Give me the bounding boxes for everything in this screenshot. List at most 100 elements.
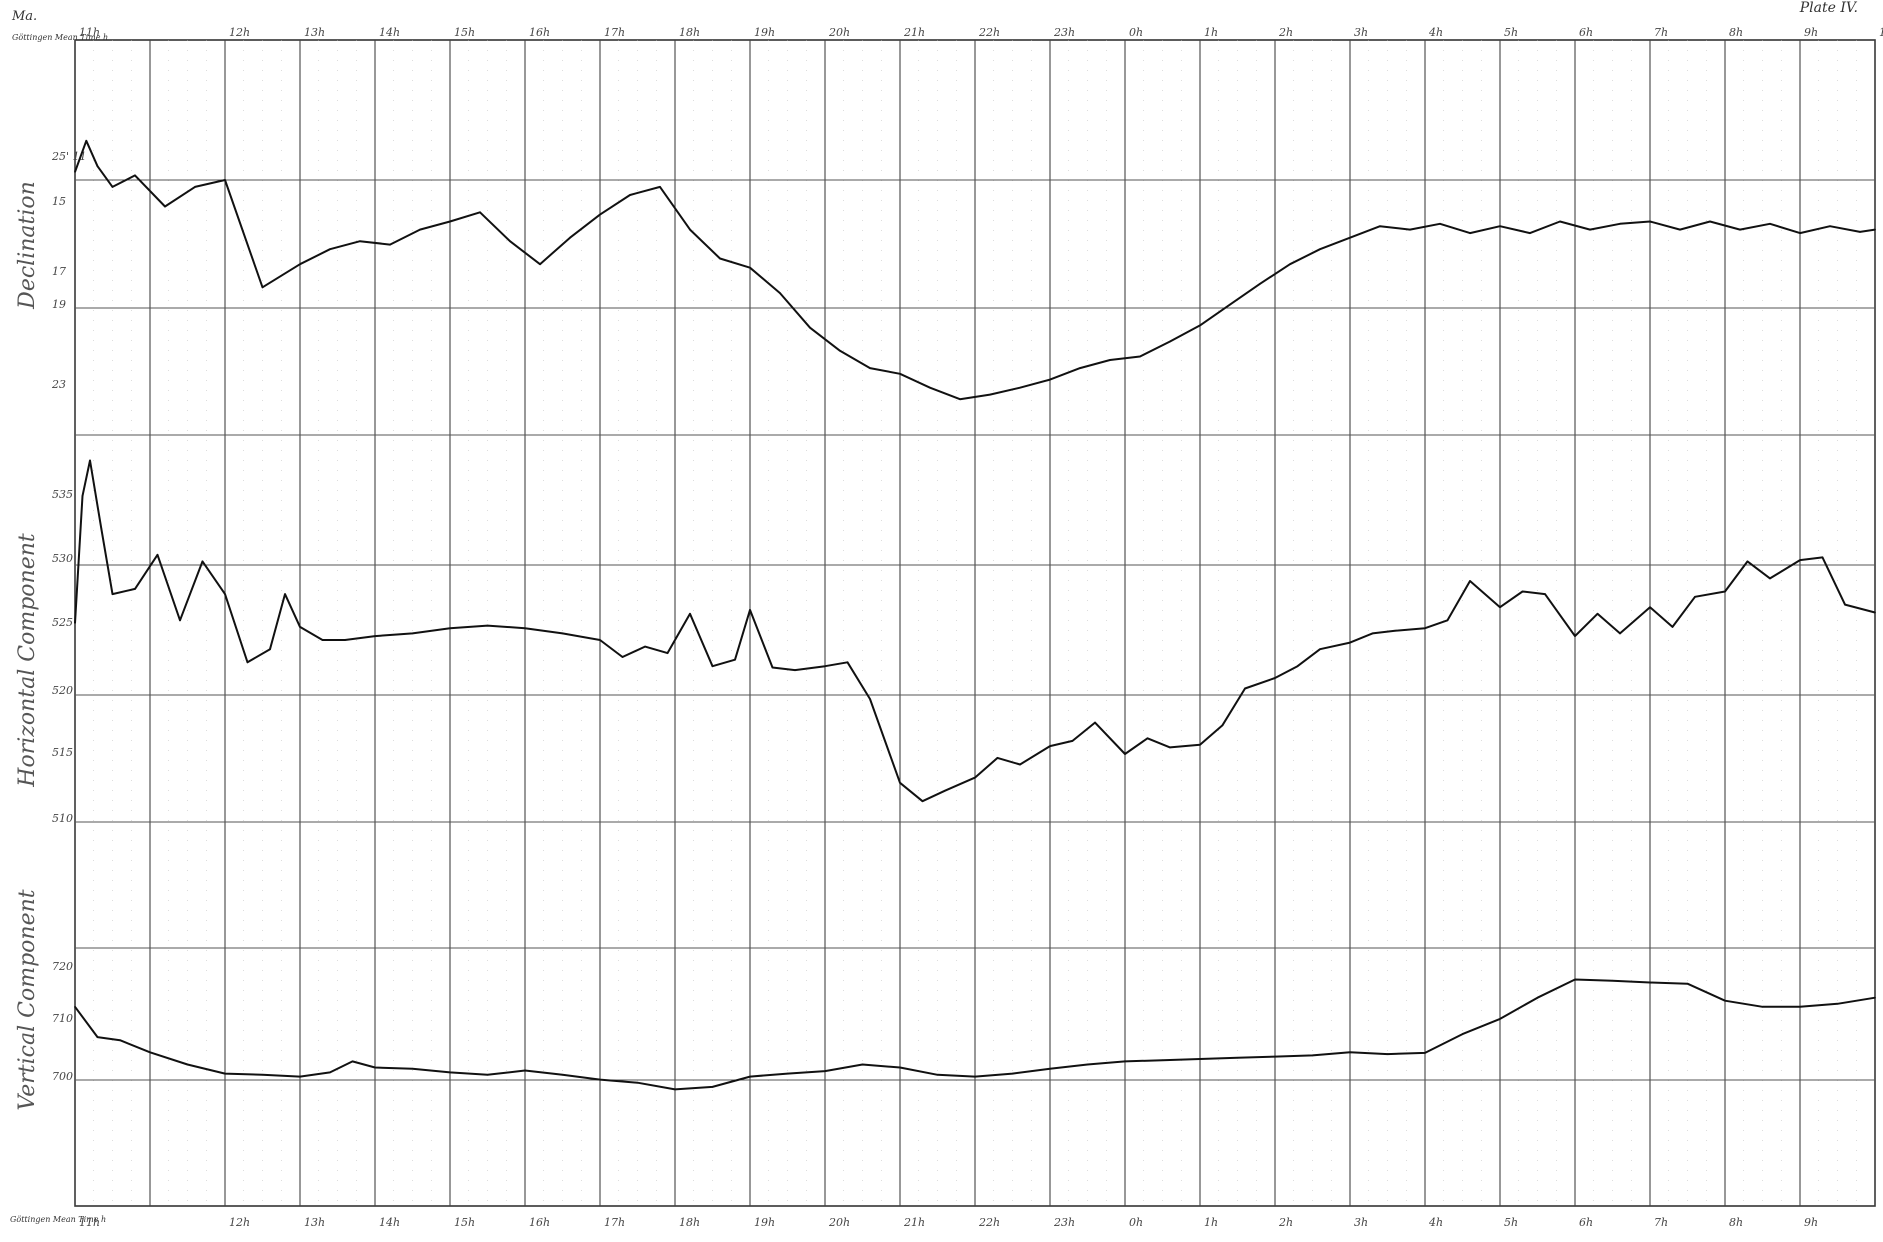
data-point bbox=[1019, 763, 1021, 766]
data-point bbox=[1244, 687, 1246, 690]
data-point bbox=[100, 527, 103, 530]
data-point bbox=[486, 1074, 489, 1076]
data-point bbox=[186, 1063, 189, 1066]
top-hour-label: 0h bbox=[1129, 26, 1143, 39]
data-point bbox=[1619, 223, 1621, 225]
data-point bbox=[1724, 590, 1726, 593]
data-point bbox=[1094, 721, 1096, 724]
top-hour-label: 17h bbox=[604, 26, 625, 39]
data-point bbox=[1469, 232, 1471, 234]
data-point bbox=[164, 205, 166, 208]
data-point bbox=[1349, 641, 1351, 644]
bottom-hour-label: 4h bbox=[1428, 1216, 1443, 1229]
data-point bbox=[689, 613, 691, 615]
data-point bbox=[329, 1071, 331, 1074]
data-point bbox=[411, 632, 414, 635]
data-point bbox=[1799, 232, 1801, 234]
data-point bbox=[1109, 359, 1111, 361]
data-point bbox=[674, 1088, 676, 1091]
bottom-hour-label: 8h bbox=[1729, 1216, 1743, 1229]
data-point bbox=[771, 666, 774, 669]
data-point bbox=[1079, 367, 1081, 369]
data-point bbox=[449, 220, 451, 223]
data-point bbox=[351, 1060, 354, 1063]
data-point bbox=[1574, 978, 1576, 981]
data-point bbox=[1469, 580, 1471, 582]
data-point bbox=[134, 174, 136, 177]
data-point bbox=[344, 639, 346, 641]
bottom-hour-label: 14h bbox=[379, 1216, 400, 1229]
data-point bbox=[509, 240, 511, 242]
vertical-component-axis-label: Vertical Component bbox=[15, 889, 40, 1110]
data-point bbox=[689, 228, 691, 231]
data-point bbox=[96, 165, 99, 167]
data-point bbox=[1769, 223, 1771, 225]
data-point bbox=[449, 1071, 451, 1074]
data-point bbox=[1724, 999, 1726, 1002]
data-point bbox=[1611, 979, 1614, 982]
bottom-hour-label: 5h bbox=[1504, 1216, 1518, 1229]
top-hour-label: 7h bbox=[1654, 26, 1668, 39]
data-point bbox=[194, 186, 196, 188]
data-point bbox=[1049, 1067, 1051, 1070]
data-point bbox=[74, 1006, 76, 1008]
data-point bbox=[1019, 386, 1021, 389]
data-point bbox=[179, 619, 181, 622]
data-point bbox=[1671, 626, 1674, 628]
data-point bbox=[1394, 630, 1396, 632]
data-point bbox=[861, 1063, 864, 1066]
data-point bbox=[1499, 225, 1501, 227]
data-point bbox=[111, 186, 114, 188]
top-hour-label: 5h bbox=[1504, 26, 1518, 39]
data-point bbox=[749, 609, 751, 611]
bottom-hour-label: 18h bbox=[679, 1216, 700, 1229]
bottom-hour-label: 15h bbox=[454, 1216, 475, 1229]
data-point bbox=[1574, 635, 1576, 637]
data-point bbox=[374, 635, 376, 637]
data-point bbox=[869, 367, 871, 369]
y-tick-label: 700 bbox=[52, 1070, 73, 1083]
data-point bbox=[959, 398, 961, 401]
data-point bbox=[1859, 231, 1861, 233]
data-point bbox=[839, 350, 841, 352]
data-point bbox=[224, 593, 226, 595]
data-point bbox=[1559, 220, 1561, 223]
data-point bbox=[1169, 746, 1171, 749]
data-point bbox=[1649, 606, 1651, 608]
data-point bbox=[899, 373, 901, 375]
data-point bbox=[936, 1074, 939, 1076]
data-point bbox=[636, 1081, 639, 1084]
data-point bbox=[1424, 627, 1426, 629]
data-point bbox=[1071, 740, 1074, 742]
data-point bbox=[1161, 1059, 1164, 1061]
data-point bbox=[989, 393, 991, 396]
data-point bbox=[1446, 619, 1449, 622]
data-point bbox=[1086, 1063, 1089, 1066]
data-point bbox=[809, 326, 811, 329]
data-point bbox=[1761, 1006, 1764, 1008]
data-point bbox=[974, 776, 976, 779]
y-tick-label: 520 bbox=[52, 684, 73, 697]
data-point bbox=[1874, 996, 1876, 999]
bottom-mean-time-label: Göttingen Mean Time h bbox=[10, 1215, 106, 1224]
bottom-hour-label: 19h bbox=[754, 1216, 775, 1229]
y-tick-label: 17 bbox=[52, 265, 66, 278]
data-point bbox=[1409, 228, 1411, 231]
top-left-note: Ma. bbox=[11, 9, 37, 24]
data-point bbox=[929, 386, 931, 389]
data-point bbox=[74, 171, 76, 173]
data-point bbox=[246, 661, 249, 664]
data-point bbox=[1836, 1003, 1839, 1005]
data-point bbox=[96, 1036, 99, 1038]
top-hour-label: 10h bbox=[1879, 26, 1883, 39]
data-point bbox=[1439, 223, 1441, 225]
data-point bbox=[1874, 228, 1876, 231]
top-hour-label: 6h bbox=[1579, 26, 1593, 39]
top-hour-label: 14h bbox=[379, 26, 400, 39]
top-hour-label: 8h bbox=[1729, 26, 1743, 39]
data-point bbox=[156, 554, 159, 556]
data-point bbox=[1694, 596, 1696, 598]
data-point bbox=[299, 1075, 301, 1078]
data-point bbox=[794, 669, 796, 671]
data-point bbox=[899, 1066, 901, 1069]
